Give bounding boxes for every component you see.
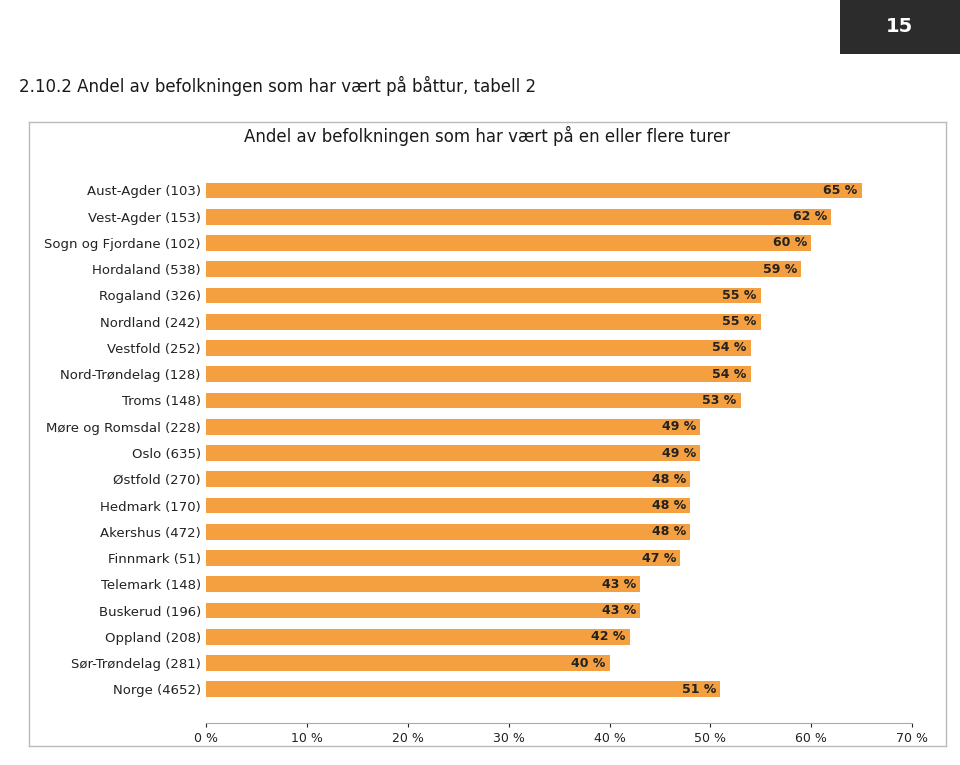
Text: 49 %: 49 %	[662, 447, 696, 460]
Text: 51 %: 51 %	[682, 683, 716, 696]
Bar	[206, 629, 630, 645]
Bar	[206, 603, 639, 618]
Bar	[206, 235, 811, 251]
Text: 62 %: 62 %	[793, 210, 828, 223]
Text: 60 %: 60 %	[773, 236, 807, 249]
Text: Andel av befolkningen som har vært på en eller flere turer: Andel av befolkningen som har vært på en…	[244, 126, 731, 146]
Bar	[206, 576, 639, 592]
Text: 47 %: 47 %	[641, 552, 676, 565]
Text: 48 %: 48 %	[652, 499, 686, 512]
Bar	[206, 445, 701, 461]
Bar	[206, 524, 690, 539]
Bar	[206, 498, 690, 513]
FancyBboxPatch shape	[840, 0, 960, 54]
Bar	[206, 183, 862, 198]
Text: 49 %: 49 %	[662, 420, 696, 433]
Bar	[206, 340, 751, 356]
Text: 42 %: 42 %	[591, 630, 626, 643]
Text: 59 %: 59 %	[763, 262, 797, 275]
Text: BÅTLIVSUNDERSØKELSEN 2012: BÅTLIVSUNDERSØKELSEN 2012	[568, 19, 828, 34]
Text: 48 %: 48 %	[652, 526, 686, 539]
Text: 2.10.2 Andel av befolkningen som har vært på båttur, tabell 2: 2.10.2 Andel av befolkningen som har vær…	[19, 76, 537, 96]
Bar	[206, 550, 680, 566]
Text: 43 %: 43 %	[602, 604, 636, 617]
Bar	[206, 471, 690, 487]
Text: 54 %: 54 %	[712, 341, 747, 354]
Text: 55 %: 55 %	[722, 315, 756, 328]
Bar	[206, 419, 701, 435]
Text: 15: 15	[886, 18, 913, 36]
Text: 43 %: 43 %	[602, 578, 636, 591]
Text: 48 %: 48 %	[652, 473, 686, 486]
Text: 65 %: 65 %	[824, 184, 857, 197]
Bar	[206, 366, 751, 382]
Bar	[206, 288, 760, 304]
Text: 55 %: 55 %	[722, 289, 756, 302]
Bar	[206, 314, 760, 330]
Bar	[206, 262, 801, 277]
Bar	[206, 209, 831, 225]
Text: 53 %: 53 %	[703, 394, 736, 407]
Bar	[206, 655, 610, 671]
Bar	[206, 392, 741, 409]
Text: 40 %: 40 %	[571, 656, 606, 669]
Bar	[206, 682, 720, 697]
Text: 54 %: 54 %	[712, 368, 747, 381]
